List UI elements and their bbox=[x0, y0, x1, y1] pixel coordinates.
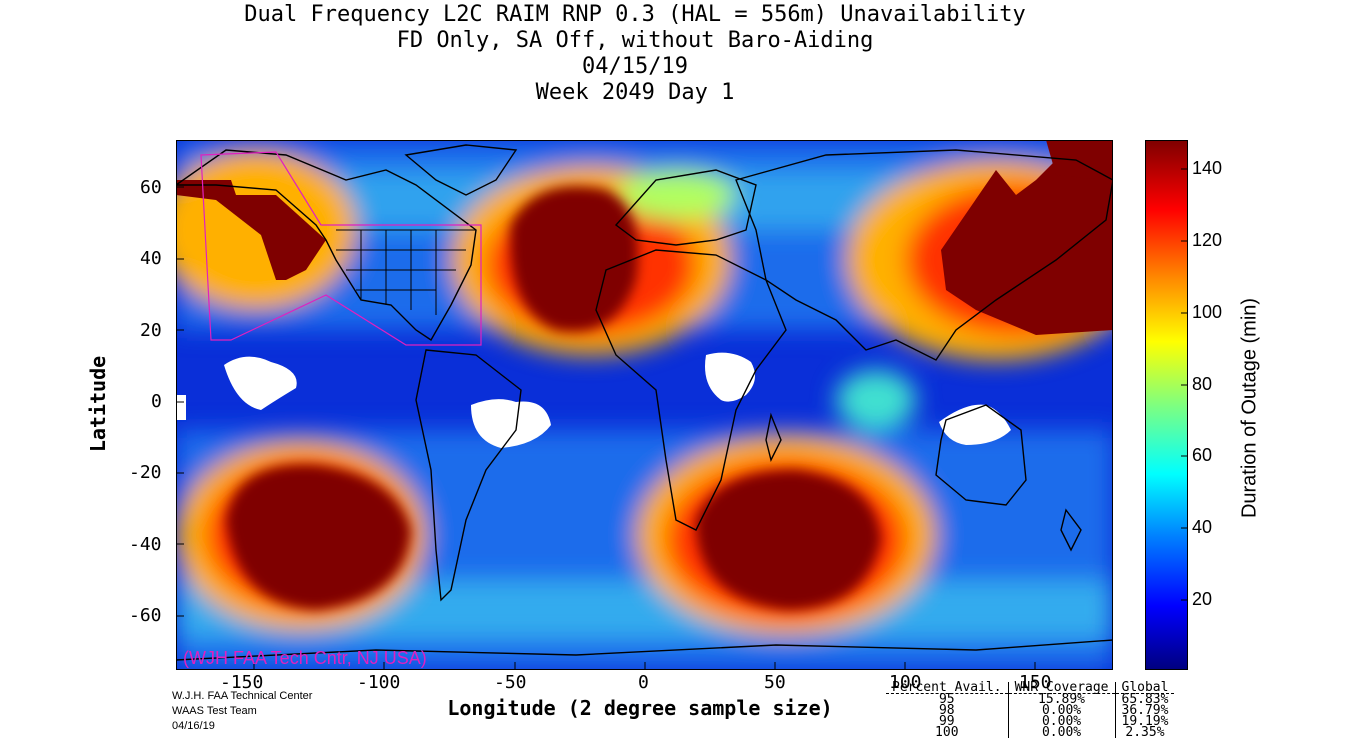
credit-line: 04/16/19 bbox=[172, 720, 215, 732]
y-tick-label: -20 bbox=[129, 462, 162, 483]
chart-week: Week 2049 Day 1 bbox=[535, 80, 735, 105]
stats-cell: 0.00% bbox=[1008, 704, 1116, 717]
stats-cell: 95 bbox=[886, 693, 1009, 706]
x-tick-label: -50 bbox=[494, 672, 527, 693]
unavailability-map bbox=[176, 140, 1113, 670]
colorbar-label: Duration of Outage (min) bbox=[1238, 297, 1261, 519]
stats-row: 98 0.00% 36.79% bbox=[886, 703, 1174, 718]
y-tick-label: 60 bbox=[140, 177, 162, 198]
colorbar-tick-label: 140 bbox=[1192, 158, 1223, 178]
stats-cell: 2.35% bbox=[1125, 725, 1165, 740]
tick-marks bbox=[176, 186, 1036, 670]
y-tick-label: 20 bbox=[140, 320, 162, 341]
y-axis-label: Latitude bbox=[86, 355, 110, 453]
stats-cell: 0.00% bbox=[1008, 726, 1116, 739]
watermark-text: (WJH FAA Tech Cntr, NJ USA) bbox=[183, 648, 427, 668]
y-tick-label: -60 bbox=[129, 605, 162, 626]
stats-row: 95 15.89% 65.83% bbox=[886, 692, 1174, 707]
stats-cell: 65.83% bbox=[1121, 692, 1169, 707]
chart-date: 04/15/19 bbox=[582, 54, 688, 79]
x-axis-label: Longitude (2 degree sample size) bbox=[447, 696, 833, 720]
colorbar-tick-label: 60 bbox=[1192, 445, 1213, 465]
stats-row: 100 0.00% 2.35% bbox=[886, 725, 1174, 740]
outage-saturated bbox=[176, 140, 1113, 335]
y-tick-label: 40 bbox=[140, 248, 162, 269]
wnr-coverage-outline bbox=[200, 151, 482, 346]
credit-line: W.J.H. FAA Technical Center bbox=[172, 690, 313, 702]
coastlines bbox=[176, 144, 1113, 661]
x-tick-label: -100 bbox=[357, 672, 401, 693]
stats-row: 99 0.00% 19.19% bbox=[886, 714, 1174, 729]
availability-stats-table: Percent Avail. WNR Coverage Global 95 15… bbox=[886, 681, 1175, 740]
x-tick-label: -150 bbox=[220, 672, 264, 693]
credit-line: WAAS Test Team bbox=[172, 705, 257, 717]
no-outage-areas bbox=[176, 352, 1011, 448]
us-state-borders bbox=[336, 229, 476, 315]
stats-cell: 15.89% bbox=[1008, 693, 1116, 706]
x-tick-label: 0 bbox=[638, 672, 649, 693]
stats-header: Global bbox=[1115, 681, 1175, 694]
stats-cell: 36.79% bbox=[1121, 703, 1169, 718]
x-tick-label: 50 bbox=[764, 672, 786, 693]
stats-header: Percent Avail. bbox=[886, 681, 1009, 694]
stats-header: WNR Coverage bbox=[1008, 681, 1116, 694]
stats-cell: 100 bbox=[886, 726, 1009, 739]
stats-cell: 19.19% bbox=[1121, 714, 1169, 729]
colorbar-tick-label: 20 bbox=[1192, 589, 1213, 609]
outage-cores bbox=[226, 186, 881, 610]
colorbar-tick-label: 120 bbox=[1192, 230, 1223, 250]
colorbar-tick-label: 40 bbox=[1192, 517, 1213, 537]
colorbar-tick-label: 100 bbox=[1192, 302, 1223, 322]
colorbar-tick-label: 80 bbox=[1192, 374, 1213, 394]
y-tick-label: 0 bbox=[151, 391, 162, 412]
chart-title: Dual Frequency L2C RAIM RNP 0.3 (HAL = 5… bbox=[244, 2, 1026, 27]
stats-cell: 98 bbox=[886, 704, 1009, 717]
stats-cell: 0.00% bbox=[1008, 715, 1116, 728]
stats-cell: 99 bbox=[886, 715, 1009, 728]
chart-subtitle: FD Only, SA Off, without Baro-Aiding bbox=[396, 28, 874, 53]
y-tick-label: -40 bbox=[129, 534, 162, 555]
colorbar bbox=[1145, 140, 1188, 670]
